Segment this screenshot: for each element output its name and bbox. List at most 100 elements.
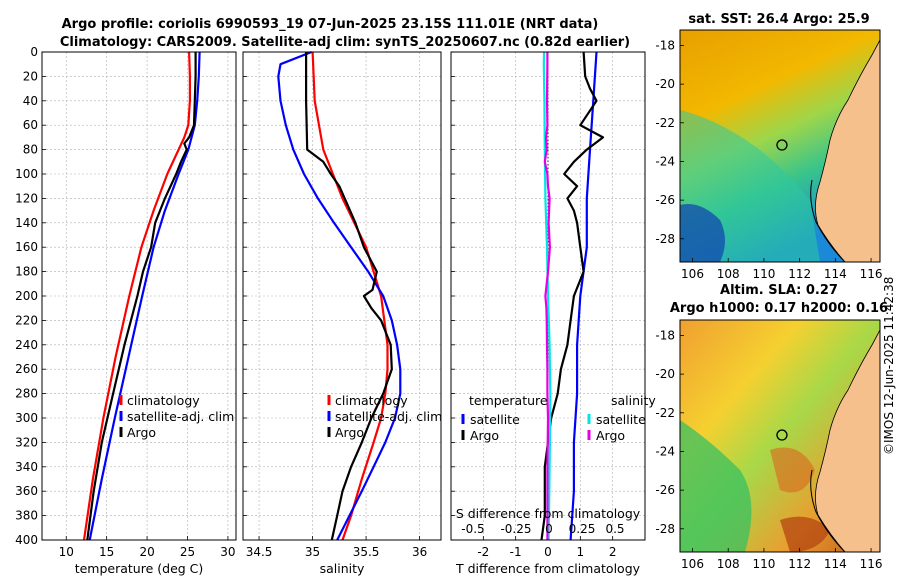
series-satellite-adj-clim [277, 50, 402, 541]
y-tick-label: 180 [15, 265, 38, 279]
sla-map-frame [679, 319, 881, 553]
y-tick-label: 320 [15, 435, 38, 449]
y-tick-label: 280 [15, 387, 38, 401]
s-difference-tick-label: -0.5 [461, 522, 484, 536]
figure-title-line2: Climatology: CARS2009. Satellite-adj cli… [60, 35, 630, 50]
x-tick-label: 1 [577, 545, 585, 559]
series-satellite-adj-clim [88, 51, 201, 541]
sst-cold-patch [680, 204, 725, 262]
panel-frame [242, 51, 442, 541]
difference-panel: -2 -1 0 1 2 T difference from climatology temp… [450, 51, 656, 576]
sst-argo-marker [776, 139, 788, 151]
sla-high-patch-south [780, 516, 830, 552]
map-y-tick-label: -20 [655, 367, 675, 381]
map-y-tick-label: -24 [655, 444, 675, 458]
map-x-tick-label: 116 [860, 267, 883, 281]
legend-label: climatology [127, 393, 200, 408]
legend-label: satellite [596, 412, 646, 427]
y-tick-label: 140 [15, 216, 38, 230]
map-y-tick-label: -22 [655, 116, 675, 130]
s-difference-tick-label: 0.5 [605, 522, 624, 536]
legend-label: Argo [335, 425, 364, 440]
map-x-tick-label: 108 [717, 267, 740, 281]
s-difference-label: S difference from climatology [456, 506, 641, 521]
x-tick-label: 25 [180, 545, 195, 559]
temperature-panel: 10 15 20 25 30020406080100120140160180200220… [15, 45, 237, 576]
sla-high-patch [770, 447, 815, 493]
salinity-panel: 34.5 35 35.5 36 salinity climatologysatellite… [242, 50, 442, 576]
sla-argo-marker [776, 429, 788, 441]
map-x-tick-label: 108 [717, 557, 740, 571]
x-axis-label: temperature (deg C) [75, 561, 204, 576]
sst-isobath [810, 179, 846, 262]
y-tick-label: 220 [15, 313, 38, 327]
series-salinity-argo [543, 52, 552, 540]
x-tick-label: -2 [477, 545, 489, 559]
series-climatology [82, 51, 191, 541]
series-argo [86, 52, 197, 541]
x-tick-label: 2 [609, 545, 617, 559]
legend-group-temperature: temperature [469, 393, 548, 408]
x-tick-label: 15 [99, 545, 114, 559]
map-x-tick-label: 114 [824, 267, 847, 281]
x-axis-label: T difference from climatology [455, 561, 641, 576]
map-x-tick-label: 112 [788, 267, 811, 281]
x-tick-label: 35.5 [353, 545, 380, 559]
x-tick-label: 0 [544, 545, 552, 559]
y-tick-label: 300 [15, 411, 38, 425]
map-x-tick-label: 106 [681, 267, 704, 281]
legend-label: satellite-adj. clim [127, 409, 234, 424]
y-tick-label: 260 [15, 362, 38, 376]
map-y-tick-label: -24 [655, 154, 675, 168]
map-y-tick-label: -26 [655, 483, 675, 497]
map-y-tick-label: -18 [655, 38, 675, 52]
y-tick-label: 0 [30, 45, 38, 59]
y-tick-label: 120 [15, 191, 38, 205]
legend-label: climatology [335, 393, 408, 408]
y-tick-label: 160 [15, 240, 38, 254]
map-x-tick-label: 116 [860, 557, 883, 571]
series-temperature-satellite [569, 51, 598, 541]
y-tick-label: 360 [15, 484, 38, 498]
s-difference-tick-label: 0.25 [569, 522, 596, 536]
series-argo [305, 52, 393, 541]
y-tick-label: 40 [23, 94, 38, 108]
y-tick-label: 400 [15, 533, 38, 547]
y-tick-label: 100 [15, 167, 38, 181]
x-tick-label: -1 [510, 545, 522, 559]
sla-map-title-line1: Altim. SLA: 0.27 [720, 283, 838, 298]
sla-isobath [810, 469, 846, 552]
legend-label: Argo [470, 428, 499, 443]
map-y-tick-label: -28 [655, 232, 675, 246]
imos-timestamp: ©IMOS 12-Jun-2025 11:42:38 [882, 277, 896, 455]
panel-frame [41, 51, 237, 541]
sla-map: Altim. SLA: 0.27 Argo h1000: 0.17 h2000:… [655, 283, 888, 571]
y-tick-label: 80 [23, 143, 38, 157]
legend-label: satellite-adj. clim [335, 409, 442, 424]
sst-land [815, 30, 880, 262]
figure-title-line1: Argo profile: coriolis 6990593_19 07-Jun… [62, 17, 599, 32]
map-y-tick-label: -28 [655, 522, 675, 536]
map-y-tick-label: -26 [655, 193, 675, 207]
sst-map-title: sat. SST: 26.4 Argo: 25.9 [688, 12, 869, 27]
sla-low-patch [680, 420, 752, 552]
map-x-tick-label: 106 [681, 557, 704, 571]
y-tick-label: 20 [23, 69, 38, 83]
map-y-tick-label: -20 [655, 77, 675, 91]
y-tick-label: 200 [15, 289, 38, 303]
legend-label: Argo [127, 425, 156, 440]
x-tick-label: 10 [59, 545, 74, 559]
legend-label: satellite [470, 412, 520, 427]
x-axis-label: salinity [320, 561, 365, 576]
legend-group-salinity: salinity [611, 393, 656, 408]
y-tick-label: 380 [15, 509, 38, 523]
map-x-tick-label: 110 [752, 267, 775, 281]
x-tick-label: 36 [412, 545, 427, 559]
sst-map: sat. SST: 26.4 Argo: 25.9 106 108 110 112 11… [655, 12, 882, 281]
map-x-tick-label: 112 [788, 557, 811, 571]
series-climatology [311, 51, 389, 541]
sla-land [815, 320, 880, 552]
s-difference-tick-label: 0 [545, 522, 553, 536]
map-x-tick-label: 110 [752, 557, 775, 571]
